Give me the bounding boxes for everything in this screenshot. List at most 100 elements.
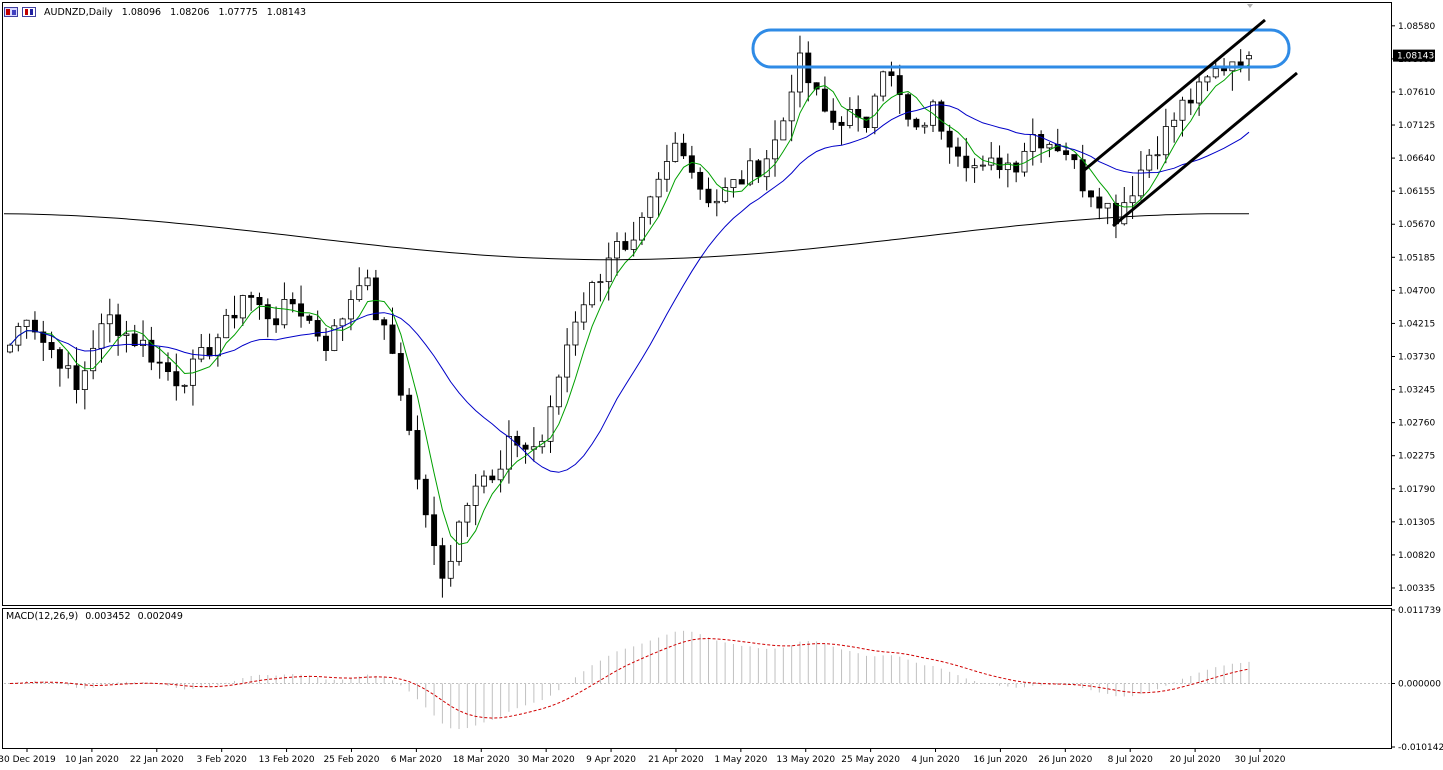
macd-tick-label: 0.000000 (1398, 679, 1441, 689)
date-tick-label: 3 Feb 2020 (197, 755, 248, 765)
bear-candle (954, 146, 961, 157)
bull-candle (1004, 162, 1011, 171)
time-axis: 30 Dec 2019 10 Jan 2020 22 Jan 2020 3 Feb 2… (0, 749, 1286, 765)
bear-candle (514, 435, 521, 446)
bull-candle (763, 158, 770, 178)
bear-candle (863, 116, 870, 128)
medium-moving-average-line (9, 104, 1250, 473)
bear-candle (372, 277, 379, 321)
bull-candle (788, 91, 795, 122)
bull-candle (106, 314, 113, 325)
bull-candle (90, 347, 97, 372)
open-value: 1.08096 (121, 7, 162, 18)
price-tick-label: 1.03245 (1398, 386, 1435, 396)
bull-candle (1129, 195, 1136, 204)
bull-candle (555, 376, 562, 408)
bear-candle (755, 160, 762, 178)
bear-candle (680, 142, 687, 157)
bear-candle (314, 320, 321, 337)
bear-candle (439, 545, 446, 579)
bear-candle (156, 361, 163, 364)
bull-candle (364, 277, 371, 287)
bull-candle (81, 370, 88, 390)
bull-candle (1046, 143, 1053, 149)
date-tick-label: 30 Jul 2020 (1235, 755, 1286, 765)
bull-candle (672, 142, 679, 162)
bull-candle (871, 95, 878, 128)
bull-candle (1212, 68, 1219, 78)
bear-candle (231, 314, 238, 319)
current-price-tag (1393, 49, 1435, 62)
bear-candle (256, 296, 263, 306)
bear-candle (688, 155, 695, 173)
bull-candle (447, 560, 454, 579)
date-tick-label: 26 Jun 2020 (1038, 755, 1092, 765)
bear-candle (31, 319, 38, 333)
bull-candle (481, 475, 487, 487)
bull-candle (979, 164, 986, 167)
date-tick-label: 10 Jan 2020 (65, 755, 119, 765)
bull-candle (98, 323, 105, 349)
bull-candle (1154, 154, 1161, 157)
symbol-header: AUDNZD,Daily 1.08096 1.08206 1.07775 1.0… (44, 7, 312, 18)
fast-moving-average-line (9, 64, 1250, 545)
date-tick-label: 4 Jun 2020 (911, 755, 960, 765)
bear-candle (913, 118, 920, 128)
macd-tick-label: 0.011739 (1398, 606, 1441, 616)
bull-candle (655, 178, 662, 198)
date-tick-label: 22 Jan 2020 (130, 755, 184, 765)
bear-candle (148, 339, 155, 363)
price-axis: 1.085801.080951.076101.071251.066401.061… (1391, 22, 1435, 594)
bear-candle (323, 335, 329, 351)
date-tick-label: 21 Apr 2020 (648, 755, 704, 765)
price-tick-label: 1.05185 (1398, 253, 1435, 263)
bull-candle (497, 468, 504, 481)
bull-candle (140, 339, 147, 347)
date-tick-label: 20 Jul 2020 (1170, 755, 1221, 765)
bull-candle (339, 318, 346, 327)
bull-candle (880, 71, 887, 97)
date-tick-label: 9 Apr 2020 (586, 755, 636, 765)
macd-axis: 0.011739 0.000000 -0.010142 (1391, 606, 1443, 753)
bear-candle (165, 362, 171, 373)
chart-window-icon-2 (22, 7, 36, 17)
bull-candle (772, 139, 778, 160)
price-tick-label: 1.01305 (1398, 518, 1435, 528)
resistance-highlight-box (751, 28, 1291, 69)
bull-candle (1196, 81, 1203, 104)
drawing-objects[interactable] (751, 4, 1298, 228)
bear-candle (996, 157, 1003, 171)
price-tick-label: 1.07610 (1398, 88, 1435, 98)
bear-candle (115, 314, 122, 336)
bull-candle (614, 241, 621, 259)
price-tick-label: 1.04700 (1398, 286, 1435, 296)
chart-window-icon (4, 7, 18, 17)
price-tick-label: 1.01790 (1398, 485, 1435, 495)
price-tick-label: 1.03730 (1398, 353, 1435, 363)
price-tick-label: 1.07125 (1398, 121, 1435, 131)
macd-plot-area[interactable] (4, 630, 1390, 730)
bear-candle (697, 171, 704, 190)
bull-candle (547, 406, 554, 442)
bear-candle (738, 179, 745, 185)
main-chart-frame (2, 2, 1392, 606)
bull-candle (572, 321, 579, 346)
bull-candle (281, 299, 288, 326)
bull-candle (1204, 76, 1211, 83)
bull-candle (1162, 126, 1169, 156)
bear-candle (306, 315, 313, 321)
date-tick-label: 8 Jul 2020 (1108, 755, 1153, 765)
bear-candle (838, 121, 845, 126)
bear-candle (1221, 68, 1228, 72)
bull-candle (23, 319, 30, 327)
current-price-label: 1.08143 (1397, 52, 1434, 62)
bear-candle (821, 88, 828, 112)
bull-candle (181, 384, 188, 387)
bull-candle (597, 281, 604, 284)
price-plot-area[interactable] (3, 35, 1252, 598)
bull-candle (347, 299, 354, 320)
bull-candle (1137, 169, 1144, 197)
bear-candle (381, 319, 388, 326)
bear-candle (406, 394, 413, 431)
